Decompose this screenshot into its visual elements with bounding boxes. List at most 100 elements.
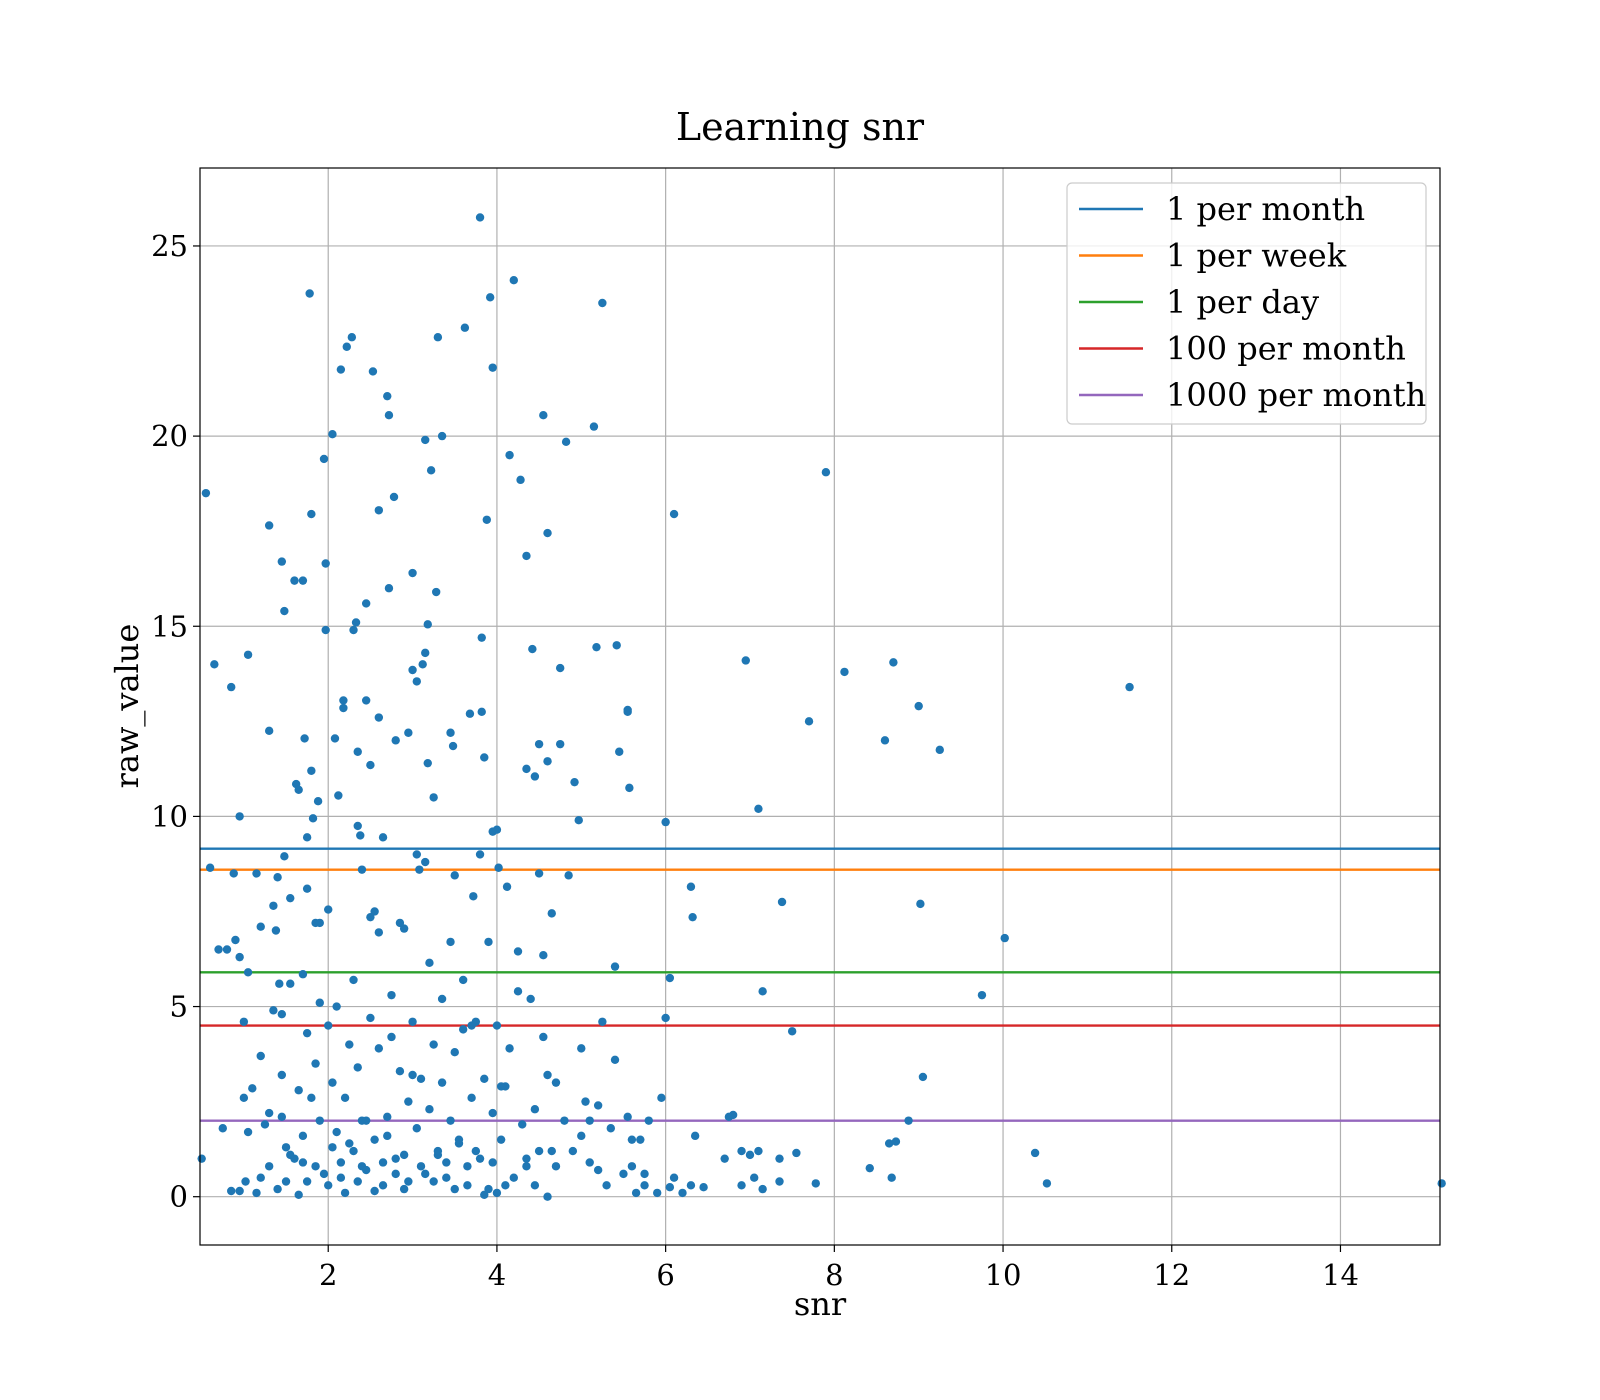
data-point (475, 850, 485, 859)
data-point (280, 606, 289, 616)
data-point (361, 1165, 371, 1175)
data-point (665, 1182, 675, 1192)
data-point (307, 509, 316, 519)
data-point (887, 1173, 896, 1182)
data-point (754, 804, 763, 813)
data-point (298, 970, 308, 979)
data-point (404, 728, 413, 737)
data-point (239, 1017, 249, 1026)
data-point (577, 1131, 586, 1141)
data-point (256, 1051, 265, 1061)
data-point (450, 871, 459, 880)
data-point (252, 869, 261, 878)
data-point (543, 528, 552, 538)
data-point (366, 760, 375, 770)
data-point (560, 1116, 569, 1125)
y-tick-label: 0 (170, 1180, 188, 1214)
data-point (482, 515, 492, 524)
data-point (412, 677, 421, 686)
data-point (625, 783, 634, 793)
data-point (370, 1135, 379, 1144)
data-point (298, 1158, 308, 1167)
data-point (539, 410, 548, 420)
data-point (589, 422, 599, 431)
y-tick-label: 25 (151, 229, 188, 263)
data-point (227, 1186, 236, 1196)
data-point (688, 912, 697, 922)
data-point (294, 785, 303, 794)
data-point (450, 1184, 459, 1194)
data-point (286, 1150, 295, 1160)
data-point (227, 682, 236, 692)
data-point (269, 901, 278, 910)
data-point (408, 568, 417, 578)
data-point (467, 1093, 476, 1103)
data-point (332, 1127, 341, 1137)
data-point (218, 1124, 227, 1133)
data-point (366, 1013, 375, 1023)
data-point (264, 521, 274, 530)
data-point (302, 1028, 312, 1038)
data-point (1437, 1179, 1446, 1188)
data-point (610, 1055, 620, 1064)
data-point (475, 1154, 485, 1163)
data-point (442, 1158, 451, 1167)
data-point (501, 1181, 510, 1190)
x-tick-label: 8 (825, 1258, 843, 1292)
legend-label: 1 per week (1166, 237, 1347, 275)
data-point (307, 1093, 316, 1103)
data-point (324, 905, 333, 914)
data-point (619, 1169, 628, 1179)
data-point (623, 707, 632, 717)
data-point (657, 1093, 666, 1103)
data-point (404, 1097, 413, 1106)
data-point (384, 584, 394, 593)
data-point (804, 717, 814, 726)
data-point (564, 871, 573, 880)
data-point (243, 968, 253, 977)
data-point (585, 1158, 594, 1167)
data-point (231, 935, 240, 945)
data-point (585, 1116, 594, 1125)
data-point (555, 739, 565, 749)
data-point (526, 994, 535, 1004)
data-point (374, 506, 384, 515)
data-point (277, 1009, 287, 1019)
data-point (271, 926, 281, 935)
data-point (357, 1116, 367, 1125)
data-point (787, 1027, 797, 1036)
data-point (416, 1162, 426, 1171)
data-point (627, 1162, 637, 1171)
data-point (754, 1146, 763, 1156)
data-point (551, 1162, 561, 1171)
data-point (551, 1078, 561, 1087)
data-point (421, 1169, 430, 1179)
x-axis-label: snr (794, 1285, 847, 1323)
data-point (437, 1078, 447, 1087)
data-point (865, 1163, 874, 1173)
data-point (469, 892, 478, 901)
data-point (421, 857, 430, 867)
data-point (690, 1131, 700, 1141)
data-point (374, 713, 384, 722)
data-point (935, 745, 944, 755)
data-point (458, 975, 468, 985)
data-point (201, 488, 211, 498)
data-point (477, 633, 486, 642)
data-point (568, 1146, 578, 1156)
data-point (522, 551, 531, 561)
data-point (340, 1188, 350, 1198)
threshold-lines (200, 847, 1440, 1122)
data-point (305, 289, 314, 298)
data-point (467, 1021, 476, 1030)
data-point (741, 656, 750, 665)
data-point (336, 365, 346, 374)
data-point (665, 973, 675, 983)
data-point (383, 1131, 392, 1141)
data-point (686, 1181, 696, 1190)
data-point (612, 641, 621, 650)
data-point (737, 1146, 746, 1156)
data-point (977, 990, 987, 1000)
data-point (243, 650, 253, 659)
chart-title: Learning snr (676, 105, 925, 149)
